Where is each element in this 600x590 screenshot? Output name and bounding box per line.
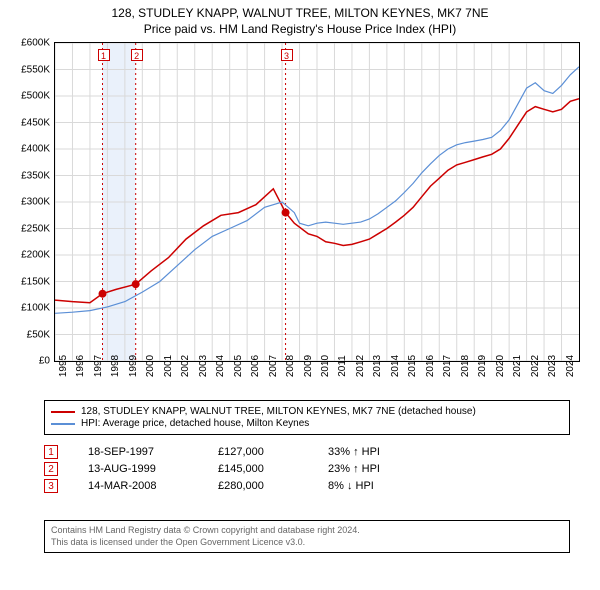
legend-label: HPI: Average price, detached house, Milt… [81,418,309,429]
x-axis-tick-label: 1996 [75,355,86,377]
sale-indicator-box: 3 [281,49,293,61]
attribution-line1: Contains HM Land Registry data © Crown c… [51,525,563,537]
chart-container: £0 £50K £100K £150K £200K £250K £300K £350K £400… [10,42,590,402]
y-axis-tick-label: £550K [21,64,50,75]
sale-price: £127,000 [218,446,328,458]
x-axis-tick-label: 2008 [285,355,296,377]
sale-marker-box: 2 [44,462,58,476]
x-axis-tick-label: 1997 [93,355,104,377]
page-root: 128, STUDLEY KNAPP, WALNUT TREE, MILTON … [0,0,600,590]
x-axis-tick-label: 2023 [547,355,558,377]
sale-hpi: 8% ↓ HPI [328,480,438,492]
sales-list: 1 18-SEP-1997£127,00033% ↑ HPI 2 13-AUG-199… [44,442,570,496]
sale-hpi: 23% ↑ HPI [328,463,438,475]
x-axis-tick-label: 2010 [320,355,331,377]
y-axis-tick-label: £300K [21,197,50,208]
x-axis-tick-label: 2013 [372,355,383,377]
y-axis-tick-label: £200K [21,250,50,261]
x-axis-tick-label: 2002 [180,355,191,377]
y-axis-tick-label: £100K [21,303,50,314]
chart-svg [55,43,579,361]
y-axis-tick-label: £150K [21,276,50,287]
x-axis-tick-label: 2017 [442,355,453,377]
y-axis-tick-label: £0 [39,356,50,367]
x-axis-tick-label: 2005 [233,355,244,377]
sale-row: 3 14-MAR-2008£280,0008% ↓ HPI [44,479,570,493]
x-axis-tick-label: 1995 [58,355,69,377]
x-axis-labels: 1995199619971998199920002001200220032004… [54,362,580,402]
chart-legend: 128, STUDLEY KNAPP, WALNUT TREE, MILTON … [44,400,570,435]
sale-date: 13-AUG-1999 [88,463,218,475]
x-axis-tick-label: 2024 [565,355,576,377]
sale-date: 18-SEP-1997 [88,446,218,458]
x-axis-tick-label: 2006 [250,355,261,377]
x-axis-tick-label: 2019 [477,355,488,377]
legend-row: HPI: Average price, detached house, Milt… [51,418,563,429]
x-axis-tick-label: 2012 [355,355,366,377]
sale-price: £145,000 [218,463,328,475]
x-axis-tick-label: 2018 [460,355,471,377]
x-axis-tick-label: 2000 [145,355,156,377]
x-axis-tick-label: 2001 [163,355,174,377]
y-axis-tick-label: £400K [21,144,50,155]
sale-date: 14-MAR-2008 [88,480,218,492]
x-axis-tick-label: 2021 [512,355,523,377]
y-axis-tick-label: £50K [27,329,50,340]
y-axis-labels: £0£50K£100K£150K£200K£250K£300K£350K£400… [10,42,54,362]
sale-marker-box: 3 [44,479,58,493]
x-axis-tick-label: 2015 [407,355,418,377]
attribution-line2: This data is licensed under the Open Gov… [51,537,563,549]
chart-title-line2: Price paid vs. HM Land Registry's House … [10,22,590,38]
chart-title-line1: 128, STUDLEY KNAPP, WALNUT TREE, MILTON … [10,6,590,22]
x-axis-tick-label: 2003 [198,355,209,377]
x-axis-tick-label: 2007 [268,355,279,377]
x-axis-tick-label: 1999 [128,355,139,377]
y-axis-tick-label: £500K [21,91,50,102]
sale-indicator-box: 2 [131,49,143,61]
x-axis-tick-label: 2004 [215,355,226,377]
sale-indicator-box: 1 [98,49,110,61]
legend-swatch [51,411,75,413]
y-axis-tick-label: £600K [21,38,50,49]
x-axis-tick-label: 2022 [530,355,541,377]
legend-row: 128, STUDLEY KNAPP, WALNUT TREE, MILTON … [51,406,563,417]
sale-marker-box: 1 [44,445,58,459]
x-axis-tick-label: 2011 [337,355,348,377]
attribution-box: Contains HM Land Registry data © Crown c… [44,520,570,553]
sale-row: 2 13-AUG-1999£145,00023% ↑ HPI [44,462,570,476]
plot-area: 1 2 3 [54,42,580,362]
sale-price: £280,000 [218,480,328,492]
legend-swatch [51,423,75,425]
sale-row: 1 18-SEP-1997£127,00033% ↑ HPI [44,445,570,459]
x-axis-tick-label: 2014 [390,355,401,377]
y-axis-tick-label: £350K [21,170,50,181]
x-axis-tick-label: 2020 [495,355,506,377]
legend-label: 128, STUDLEY KNAPP, WALNUT TREE, MILTON … [81,406,476,417]
x-axis-tick-label: 2016 [425,355,436,377]
x-axis-tick-label: 1998 [110,355,121,377]
x-axis-tick-label: 2009 [303,355,314,377]
y-axis-tick-label: £250K [21,223,50,234]
sale-hpi: 33% ↑ HPI [328,446,438,458]
y-axis-tick-label: £450K [21,117,50,128]
